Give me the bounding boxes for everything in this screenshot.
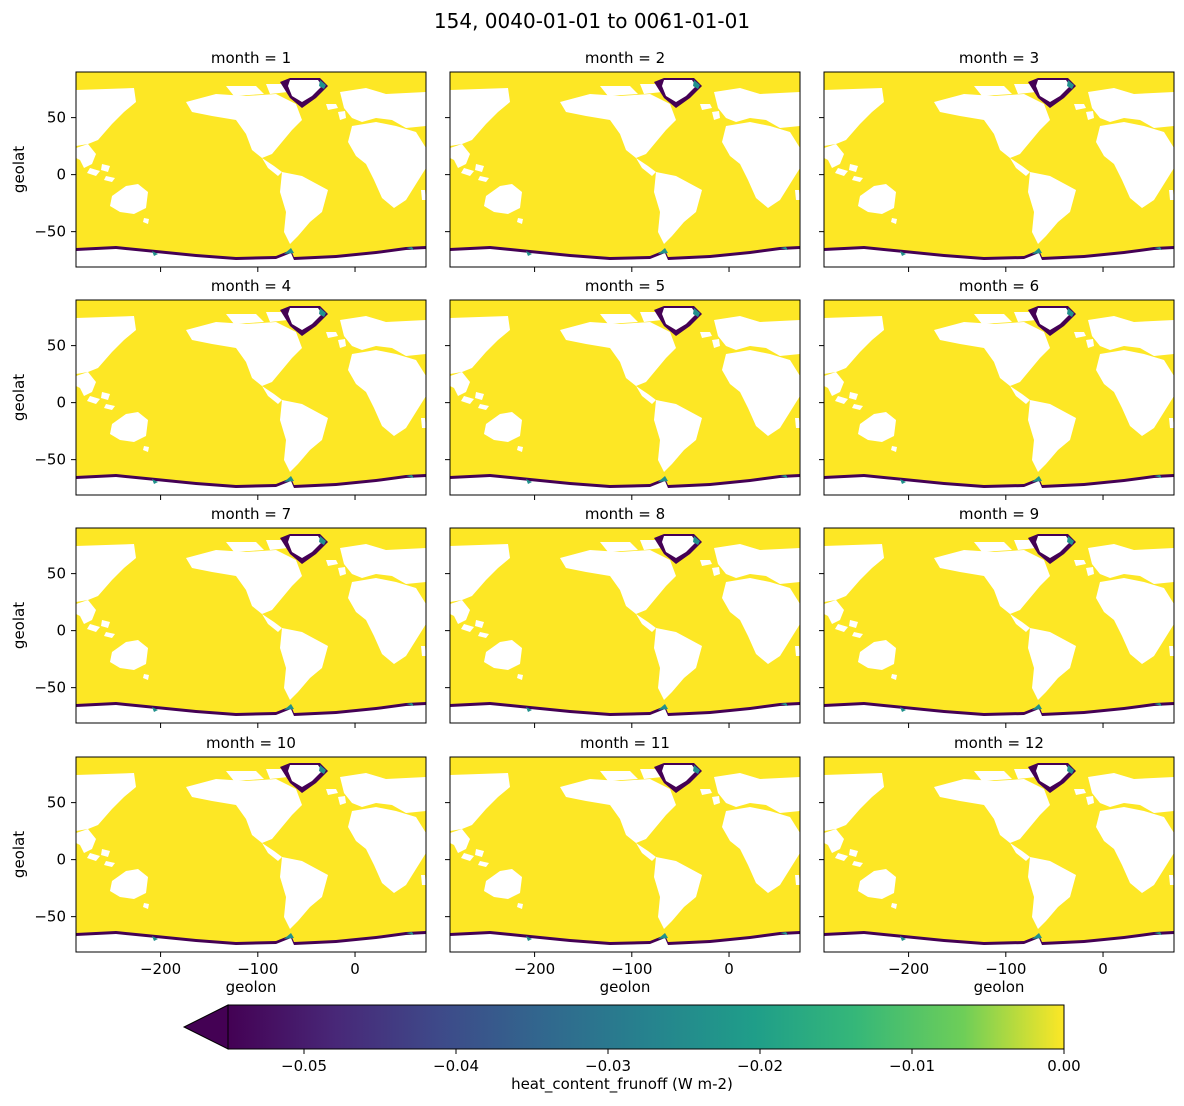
- colorbar-tick-label: −0.05: [281, 1057, 327, 1075]
- map-image: [824, 757, 1174, 952]
- map-panel: month = 8: [445, 505, 801, 728]
- facet-title: month = 6: [959, 277, 1039, 295]
- x-tick-label: 0: [1098, 960, 1108, 978]
- map-panel: month = 12 −200 −100 0 geolon: [819, 734, 1175, 996]
- map-panel: month = 3: [819, 49, 1175, 272]
- facet-title: month = 1: [211, 49, 291, 67]
- x-tick-label: −100: [611, 960, 652, 978]
- x-axis-label: geolon: [974, 978, 1025, 996]
- y-tick-label: 50: [47, 565, 66, 583]
- y-tick-label: 0: [56, 851, 66, 869]
- map-image: [450, 757, 800, 952]
- y-tick-label: 50: [47, 337, 66, 355]
- map-image: [824, 72, 1174, 267]
- y-tick-label: 0: [56, 622, 66, 640]
- x-tick-label: −100: [237, 960, 278, 978]
- panel-frame: [75, 71, 427, 268]
- colorbar-tick-label: −0.04: [433, 1057, 479, 1075]
- y-tick-label: −50: [34, 451, 66, 469]
- map-image: [450, 300, 800, 495]
- facet-title: month = 7: [211, 505, 291, 523]
- map-image: [450, 528, 800, 723]
- colorbar-extend-triangle: [182, 1004, 229, 1050]
- x-tick-label: −200: [888, 960, 929, 978]
- map-panel: month = 7 50 0 −50 geolat: [10, 505, 427, 728]
- panel-frame: [449, 527, 801, 724]
- facet-title: month = 4: [211, 277, 291, 295]
- y-tick-label: 50: [47, 109, 66, 127]
- map-image: [824, 300, 1174, 495]
- colorbar-tick-label: −0.01: [889, 1057, 935, 1075]
- x-tick-label: 0: [350, 960, 360, 978]
- colorbar-label: heat_content_frunoff (W m-2): [511, 1075, 733, 1094]
- x-axis-label: geolon: [226, 978, 277, 996]
- map-panel: month = 11 −200 −100 0 geolon: [445, 734, 801, 996]
- panel-frame: [75, 299, 427, 496]
- y-tick-label: 0: [56, 166, 66, 184]
- panel-frame: [75, 527, 427, 724]
- colorbar-tick-label: −0.02: [737, 1057, 783, 1075]
- map-image: [76, 528, 426, 723]
- map-image: [76, 300, 426, 495]
- colorbar-tick-label: −0.03: [585, 1057, 631, 1075]
- map-panel: month = 5: [445, 277, 801, 500]
- panel-frame: [75, 756, 427, 953]
- facet-title: month = 5: [585, 277, 665, 295]
- map-panel: month = 6: [819, 277, 1175, 500]
- map-image: [450, 72, 800, 267]
- x-tick-label: 0: [724, 960, 734, 978]
- y-axis-label: geolat: [10, 146, 28, 193]
- map-image: [824, 528, 1174, 723]
- y-tick-label: 50: [47, 794, 66, 812]
- colorbar-tick-label: 0.00: [1047, 1057, 1080, 1075]
- map-panel: month = 4 50 0 −50 geolat: [10, 277, 427, 500]
- x-tick-label: −200: [140, 960, 181, 978]
- map-panel: month = 10 50 0 −50 −200 −100 0 geolat geolon: [10, 734, 427, 996]
- facet-title: month = 3: [959, 49, 1039, 67]
- panel-frame: [449, 756, 801, 953]
- x-tick-label: −200: [514, 960, 555, 978]
- facet-title: month = 12: [954, 734, 1044, 752]
- facet-title: month = 11: [580, 734, 670, 752]
- colorbar-gradient: [227, 1004, 1065, 1050]
- colorbar: −0.05 −0.04 −0.03 −0.02 −0.01 0.00 heat_conten…: [182, 1004, 1081, 1094]
- y-axis-label: geolat: [10, 374, 28, 421]
- y-tick-label: −50: [34, 908, 66, 926]
- x-axis-label: geolon: [600, 978, 651, 996]
- panel-frame: [823, 756, 1175, 953]
- map-image: [76, 72, 426, 267]
- facet-title: month = 8: [585, 505, 665, 523]
- facet-title: month = 2: [585, 49, 665, 67]
- panel-frame: [823, 299, 1175, 496]
- panel-frame: [449, 71, 801, 268]
- map-panel: month = 9: [819, 505, 1175, 728]
- panel-frame: [449, 299, 801, 496]
- panel-frame: [823, 527, 1175, 724]
- facet-panels: month = 1 50 0 −50 geolat month = 2 month = 3 m…: [10, 49, 1175, 996]
- y-axis-label: geolat: [10, 831, 28, 878]
- facet-title: month = 10: [206, 734, 296, 752]
- map-image: [76, 757, 426, 952]
- y-tick-label: 0: [56, 394, 66, 412]
- y-tick-label: −50: [34, 223, 66, 241]
- map-panel: month = 1 50 0 −50 geolat: [10, 49, 427, 272]
- panel-frame: [823, 71, 1175, 268]
- map-panel: month = 2: [445, 49, 801, 272]
- y-tick-label: −50: [34, 679, 66, 697]
- x-tick-label: −100: [985, 960, 1026, 978]
- y-axis-label: geolat: [10, 602, 28, 649]
- facet-title: month = 9: [959, 505, 1039, 523]
- figure-title: 154, 0040-01-01 to 0061-01-01: [434, 9, 750, 33]
